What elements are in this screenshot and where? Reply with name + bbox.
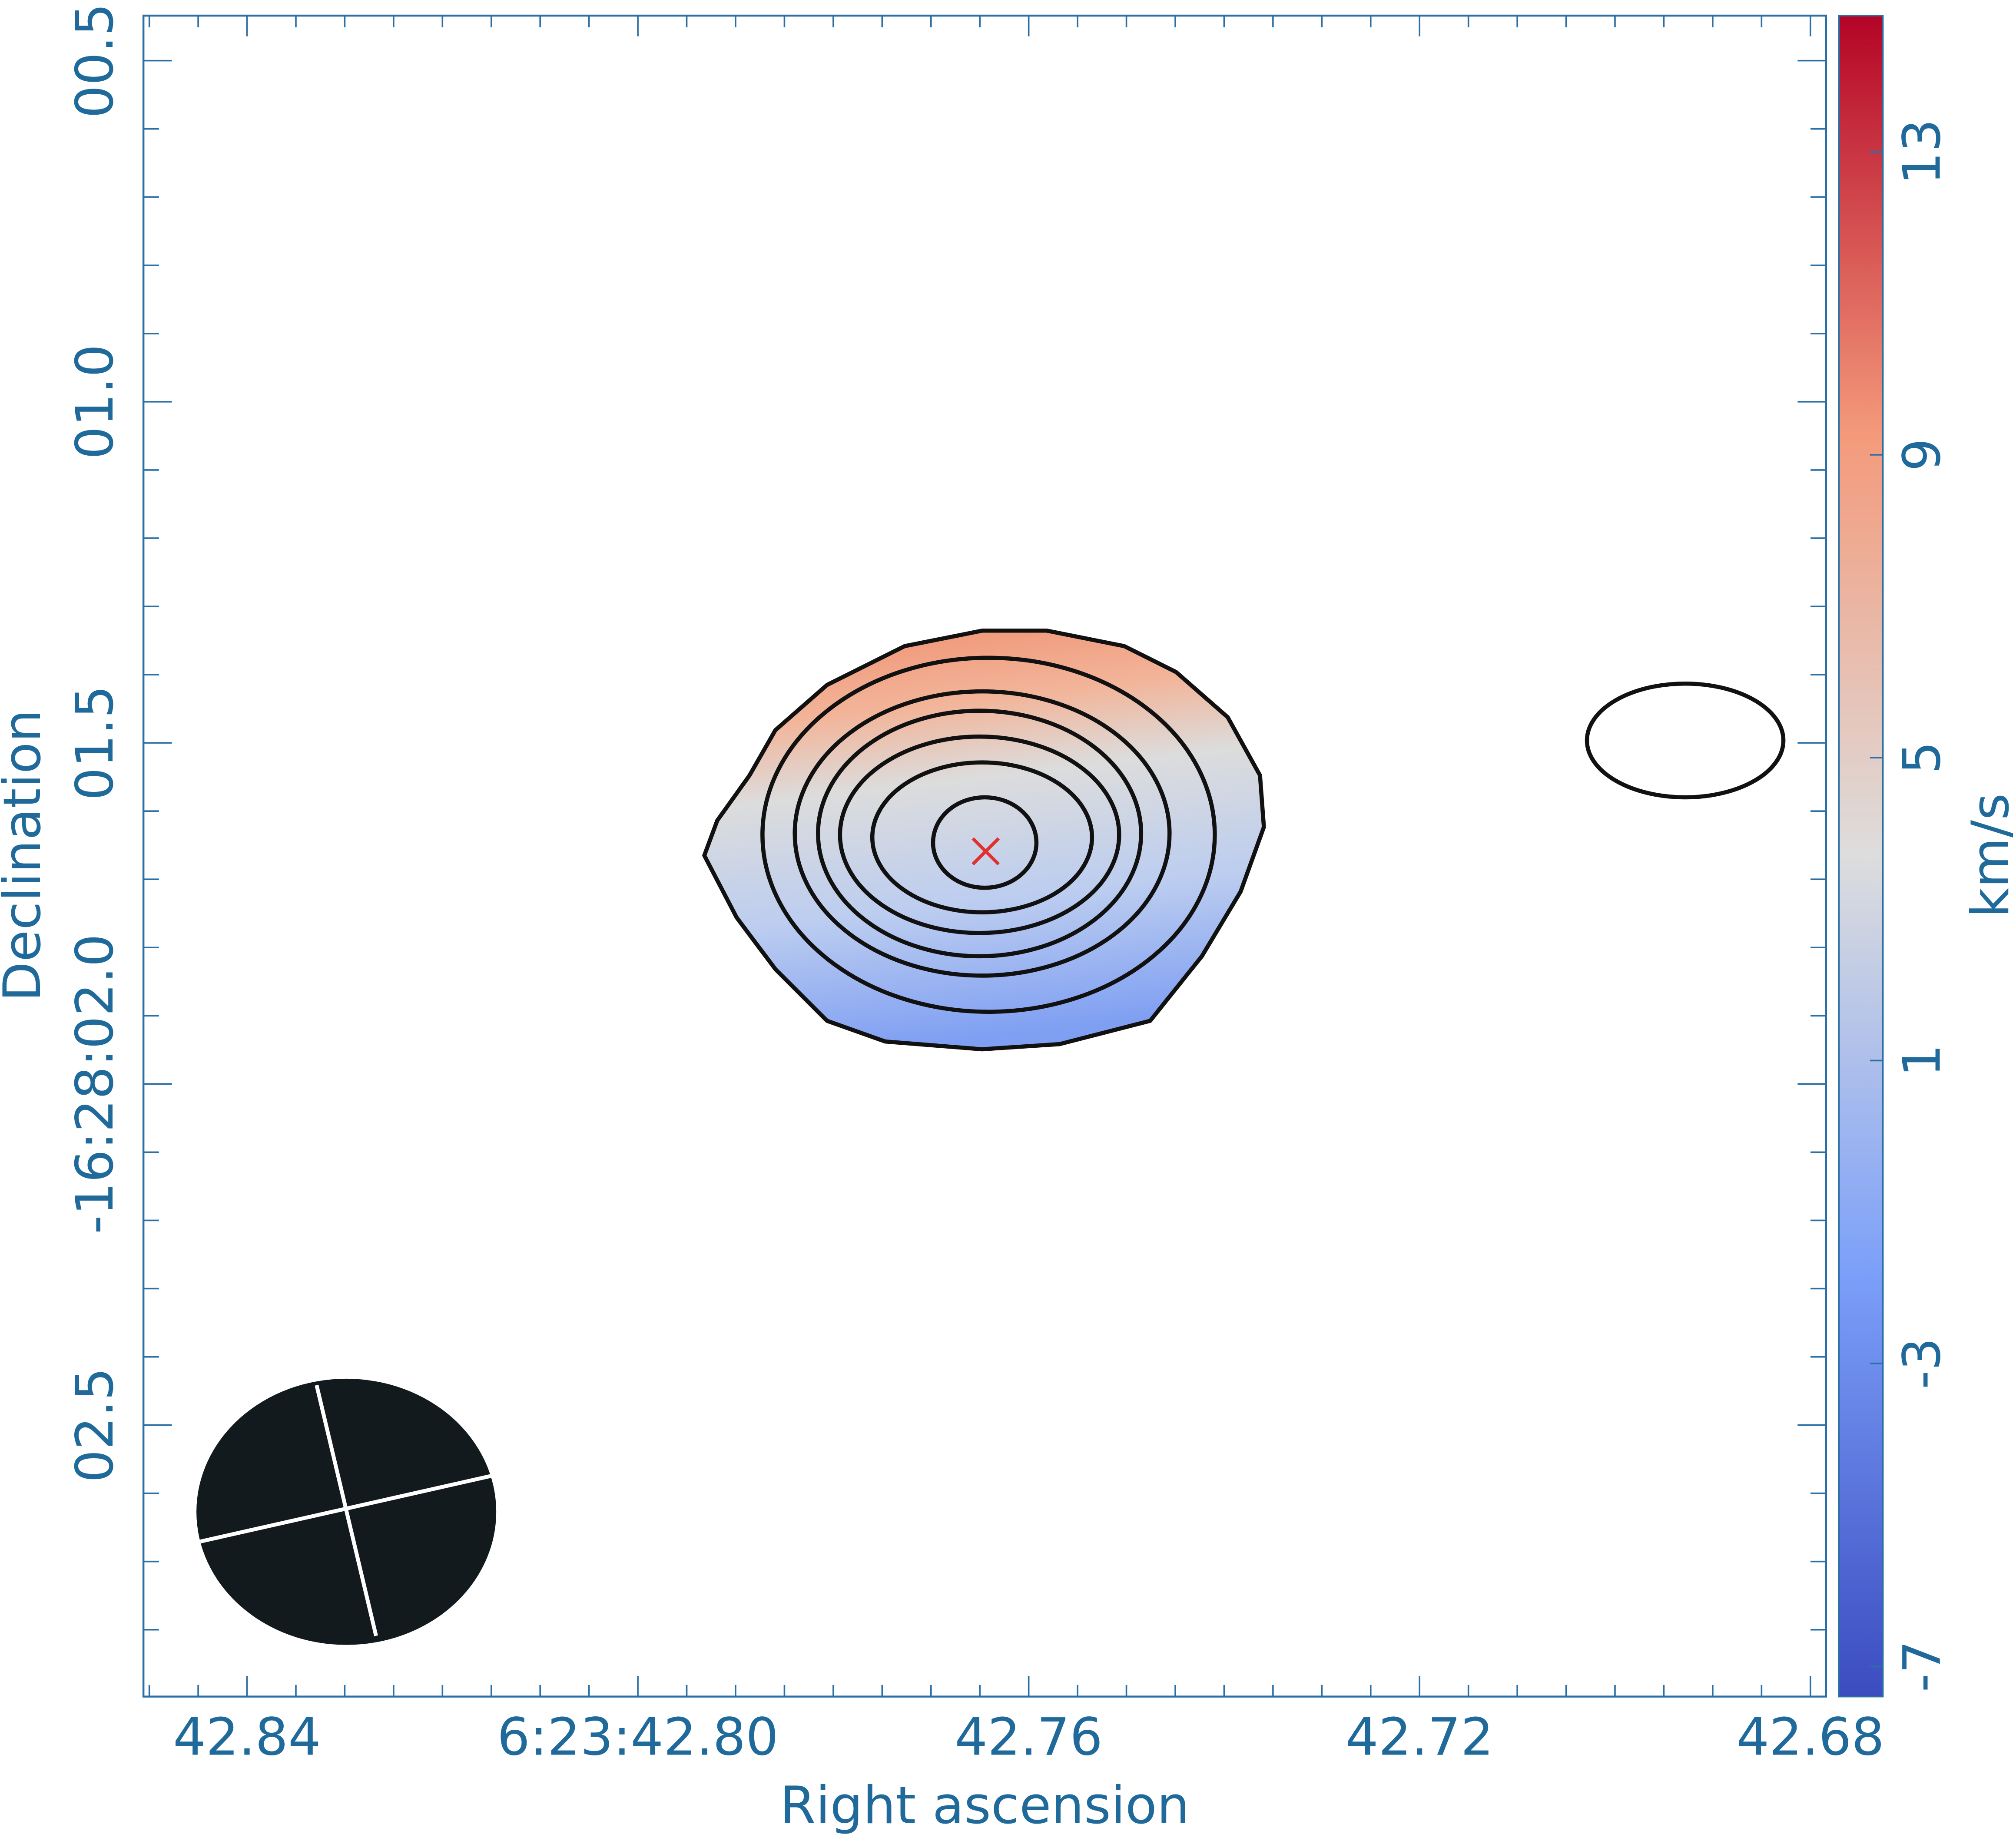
plot-frame	[142, 14, 1827, 1698]
y-tick-label: 00.5	[65, 3, 125, 118]
contour	[1585, 681, 1786, 800]
contour	[931, 795, 1039, 890]
y-tick-label: 01.0	[65, 344, 125, 459]
contour	[816, 708, 1144, 959]
colorbar-tick-label: 13	[1892, 119, 1952, 185]
peak-marker-stroke	[972, 837, 1000, 866]
colorbar-tick-label: -7	[1892, 1641, 1952, 1692]
x-tick-label: 42.76	[955, 1707, 1103, 1767]
beam-axis	[200, 1473, 493, 1544]
colorbar	[1838, 15, 1884, 1698]
contour	[760, 655, 1217, 1014]
colorbar-label: km/s	[1961, 793, 2016, 918]
y-tick-label: 01.5	[65, 685, 125, 801]
x-axis-label: Right ascension	[780, 1776, 1190, 1836]
x-tick-label: 6:23:42.80	[497, 1707, 779, 1767]
velocity-field	[704, 630, 1264, 1049]
x-tick-label: 42.84	[173, 1707, 321, 1767]
contour	[838, 734, 1121, 935]
x-tick-label: 42.72	[1346, 1707, 1494, 1767]
y-tick-label: 02.5	[65, 1367, 125, 1483]
colorbar-tick-label: -3	[1892, 1337, 1952, 1389]
y-tick-label: -16:28:02.0	[65, 934, 125, 1234]
contour	[792, 689, 1172, 978]
peak-marker	[972, 837, 1000, 866]
x-tick-label: 42.68	[1736, 1707, 1884, 1767]
colorbar-tick-label: 1	[1892, 1044, 1952, 1077]
contour	[870, 760, 1094, 914]
colorbar-tick-label: 5	[1892, 741, 1952, 774]
colorbar-tick-label: 9	[1892, 438, 1952, 471]
contour	[702, 629, 1266, 1052]
y-axis-label: Declination	[0, 709, 53, 1002]
